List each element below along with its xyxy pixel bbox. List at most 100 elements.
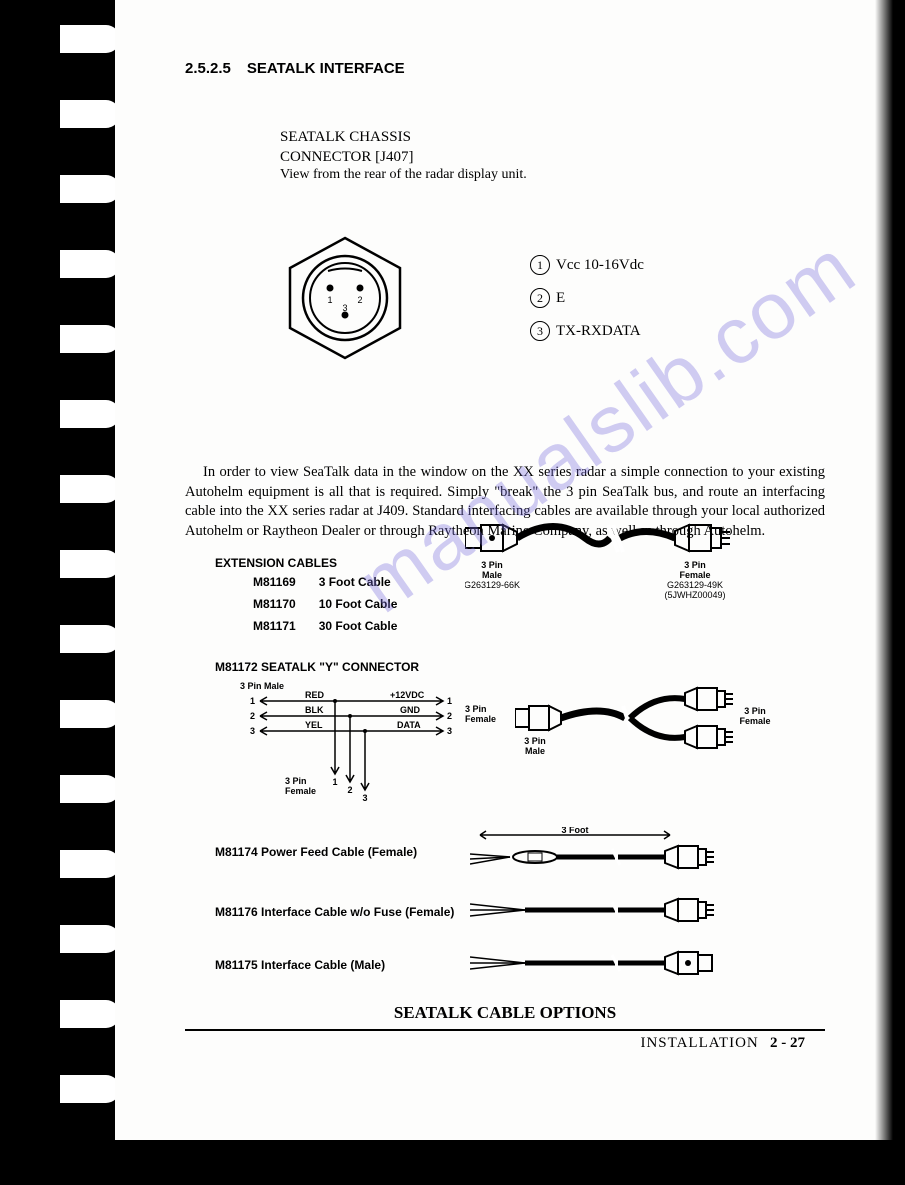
svg-text:3: 3 [447,726,452,736]
page-bottom-shadow [115,1140,905,1185]
svg-text:BLK: BLK [305,705,324,715]
pin-label: E [556,290,565,306]
table-row: M8117010 Foot Cable [252,594,417,614]
page-footer: INSTALLATION 2 - 27 [185,1035,825,1052]
wiring-diagram: 3 Pin Male 1 2 3 RED BLK YEL +12VDC GND … [225,679,505,814]
footer-page: 2 - 27 [770,1035,805,1051]
svg-text:2: 2 [250,711,255,721]
spiral-notch [60,625,120,653]
cable-option-label: M81175 Interface Cable (Male) [215,958,455,972]
svg-text:G263129-49K: G263129-49K [667,580,723,590]
connector-diagram: 1 2 3 1Vcc 10-16Vdc 2E 3TX-RXDATA [280,233,825,363]
svg-text:3: 3 [362,793,367,803]
svg-text:3 Pin: 3 Pin [285,776,307,786]
pin-row: 2E [530,282,644,315]
spiral-notch [60,1075,120,1103]
cable-option-row: M81174 Power Feed Cable (Female) 3 Foot [215,827,825,877]
cable-option-row: M81175 Interface Cable (Male) [215,948,825,983]
svg-text:3 Pin Male: 3 Pin Male [240,681,284,691]
svg-text:1: 1 [250,696,255,706]
chassis-line1: SEATALK CHASSIS [280,128,825,148]
table-row: M811693 Foot Cable [252,572,417,592]
cable-option-label: M81174 Power Feed Cable (Female) [215,845,455,859]
spiral-notch [60,925,120,953]
spiral-notch [60,550,120,578]
pin-num: 1 [530,255,550,275]
part-number: M81169 [252,572,316,592]
svg-text:G263129-66K: G263129-66K [465,580,520,590]
svg-text:1: 1 [332,777,337,787]
pin-row: 3 TX-RXDATA [530,315,644,348]
pin-num: 3 [530,321,550,341]
svg-text:3: 3 [342,303,347,313]
svg-text:Male: Male [525,746,545,756]
svg-text:Female: Female [679,570,710,580]
pin-label: Vcc 10-16Vdc [556,257,644,273]
svg-text:3 Pin: 3 Pin [524,736,546,746]
svg-text:2: 2 [357,295,362,305]
chassis-heading: SEATALK CHASSIS CONNECTOR [J407] [280,128,825,167]
spiral-notch [60,175,120,203]
y-cable-drawing: 3 Pin Male 3 Pin Female [515,684,775,779]
extension-cable-drawing: 3 Pin Male G263129-66K 3 Pin Female G263… [465,520,755,625]
svg-text:DATA: DATA [397,720,421,730]
pin-list: 1 Vcc 10-16Vdc 2E 3 TX-RXDATA [530,249,644,348]
part-number: M81171 [252,616,316,636]
spiral-binding [0,0,120,1185]
svg-text:GND: GND [400,705,421,715]
page: 2.5.2.5 SEATALK INTERFACE SEATALK CHASSI… [115,0,875,1140]
spiral-notch [60,100,120,128]
page-edge-shadow [875,0,905,1185]
power-feed-cable-icon: 3 Foot [470,827,740,877]
cable-option-label: M81176 Interface Cable w/o Fuse (Female) [215,905,455,919]
spiral-notch [60,850,120,878]
cable-options-title: SEATALK CABLE OPTIONS [185,1003,825,1023]
table-row: M8117130 Foot Cable [252,616,417,636]
svg-text:3 Pin: 3 Pin [684,560,706,570]
chassis-line2: CONNECTOR [J407] [280,148,825,168]
part-desc: 30 Foot Cable [318,616,418,636]
svg-text:1: 1 [447,696,452,706]
svg-text:Female: Female [739,716,770,726]
section-header: 2.5.2.5 SEATALK INTERFACE [185,60,825,78]
svg-text:1: 1 [327,295,332,305]
svg-text:3 Pin: 3 Pin [465,704,487,714]
svg-text:YEL: YEL [305,720,323,730]
section-number: 2.5.2.5 [185,60,231,77]
spiral-notch [60,1000,120,1028]
svg-text:Male: Male [482,570,502,580]
svg-text:Female: Female [465,714,496,724]
svg-text:3 Pin: 3 Pin [481,560,503,570]
svg-text:2: 2 [347,785,352,795]
spiral-notch [60,475,120,503]
spiral-notch [60,250,120,278]
spiral-notch [60,400,120,428]
hex-connector-icon: 1 2 3 [280,233,410,363]
svg-text:3 Foot: 3 Foot [562,827,589,835]
svg-text:(5JWHZ00049): (5JWHZ00049) [664,590,725,600]
pin-label: TX-RXDATA [556,323,641,339]
interface-cable-male-icon [470,948,740,983]
svg-text:2: 2 [447,711,452,721]
footer-section: INSTALLATION [640,1035,758,1051]
interface-cable-female-icon [470,895,740,930]
part-desc: 10 Foot Cable [318,594,418,614]
section-title: SEATALK INTERFACE [247,60,405,77]
svg-text:RED: RED [305,690,325,700]
part-desc: 3 Foot Cable [318,572,418,592]
spiral-notch [60,25,120,53]
pin-num: 2 [530,288,550,308]
spiral-notch [60,775,120,803]
svg-text:+12VDC: +12VDC [390,690,425,700]
pin-row: 1 Vcc 10-16Vdc [530,249,644,282]
y-connector-heading: M81172 SEATALK "Y" CONNECTOR [215,660,825,674]
extension-cable-table: M811693 Foot Cable M8117010 Foot Cable M… [250,570,419,638]
y-connector-area: 3 Pin Male 1 2 3 RED BLK YEL +12VDC GND … [185,679,825,809]
svg-text:3: 3 [250,726,255,736]
part-number: M81170 [252,594,316,614]
spiral-notch [60,325,120,353]
spiral-notch [60,700,120,728]
svg-text:3 Pin: 3 Pin [744,706,766,716]
svg-text:Female: Female [285,786,316,796]
chassis-note: View from the rear of the radar display … [280,167,825,183]
